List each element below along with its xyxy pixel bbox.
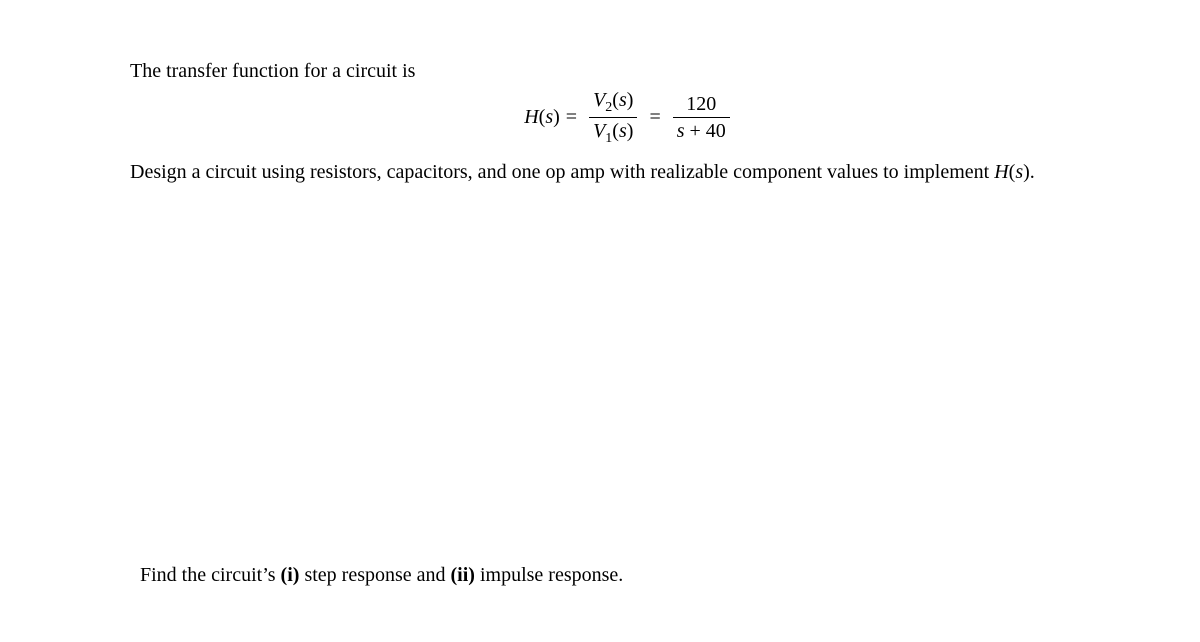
eq-s-num: s bbox=[619, 89, 627, 111]
eq-s-plus-40: s + 40 bbox=[673, 117, 730, 142]
line3-i: (i) bbox=[281, 564, 300, 586]
line3-a: Find the circuit’s bbox=[140, 564, 281, 586]
intro-text: The transfer function for a circuit is bbox=[130, 60, 1130, 83]
eq-ratio-den: V1(s) bbox=[589, 117, 637, 146]
eq-v1: V bbox=[593, 120, 605, 142]
eq-fraction-value: 120 s + 40 bbox=[673, 93, 730, 142]
eq-s-den: s bbox=[619, 120, 627, 142]
line3-c: impulse response. bbox=[475, 564, 623, 586]
transfer-function-equation: H(s) = V2(s) V1(s) = 120 s + 40 bbox=[130, 89, 1130, 147]
eq-equals-1: = bbox=[566, 106, 577, 129]
eq-plus-40: + 40 bbox=[685, 120, 726, 142]
eq-120: 120 bbox=[682, 93, 720, 117]
line3-ii: (ii) bbox=[451, 564, 475, 586]
line2-text-a: Design a circuit using resistors, capaci… bbox=[130, 161, 994, 183]
eq-fraction-ratio: V2(s) V1(s) bbox=[589, 89, 637, 147]
eq-equals-2: = bbox=[649, 106, 660, 129]
line2-H: H bbox=[994, 161, 1008, 183]
eq-lhs-H: H bbox=[524, 106, 538, 129]
eq-close-paren-2: ) bbox=[627, 89, 634, 111]
eq-open-paren-2: ( bbox=[612, 89, 619, 111]
line3-b: step response and bbox=[299, 564, 450, 586]
line2-s: s bbox=[1015, 161, 1023, 183]
eq-open-paren-1: ( bbox=[539, 106, 546, 129]
eq-close-paren-1: ) bbox=[553, 106, 560, 129]
subquestion: Find the circuit’s (i) step response and… bbox=[140, 564, 1130, 587]
design-instruction: Design a circuit using resistors, capaci… bbox=[130, 161, 1130, 184]
eq-rhs-s: s bbox=[677, 120, 685, 142]
line2-close-paren: ) bbox=[1023, 161, 1030, 183]
eq-v2: V bbox=[593, 89, 605, 111]
line2-period: . bbox=[1030, 161, 1035, 183]
eq-lhs-s: s bbox=[545, 106, 553, 129]
eq-ratio-num: V2(s) bbox=[589, 89, 637, 117]
page: The transfer function for a circuit is H… bbox=[0, 0, 1200, 642]
eq-open-paren-3: ( bbox=[612, 120, 619, 142]
eq-close-paren-3: ) bbox=[627, 120, 634, 142]
